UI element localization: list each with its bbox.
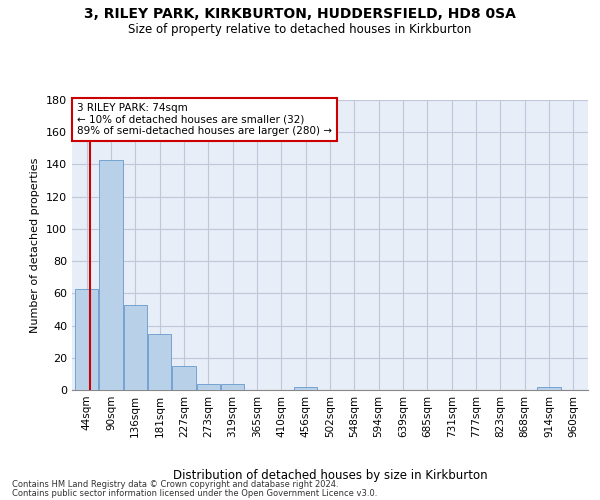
Bar	[75, 288, 98, 390]
Text: 3 RILEY PARK: 74sqm
← 10% of detached houses are smaller (32)
89% of semi-detach: 3 RILEY PARK: 74sqm ← 10% of detached ho…	[77, 103, 332, 136]
Bar	[124, 304, 147, 390]
Text: Size of property relative to detached houses in Kirkburton: Size of property relative to detached ho…	[128, 22, 472, 36]
Text: Distribution of detached houses by size in Kirkburton: Distribution of detached houses by size …	[173, 470, 487, 482]
Bar	[294, 387, 317, 390]
Text: 3, RILEY PARK, KIRKBURTON, HUDDERSFIELD, HD8 0SA: 3, RILEY PARK, KIRKBURTON, HUDDERSFIELD,…	[84, 8, 516, 22]
Bar	[538, 387, 560, 390]
Bar	[197, 384, 220, 390]
Y-axis label: Number of detached properties: Number of detached properties	[31, 158, 40, 332]
Bar	[172, 366, 196, 390]
Bar	[100, 160, 122, 390]
Text: Contains HM Land Registry data © Crown copyright and database right 2024.: Contains HM Land Registry data © Crown c…	[12, 480, 338, 489]
Bar	[148, 334, 171, 390]
Bar	[221, 384, 244, 390]
Text: Contains public sector information licensed under the Open Government Licence v3: Contains public sector information licen…	[12, 488, 377, 498]
